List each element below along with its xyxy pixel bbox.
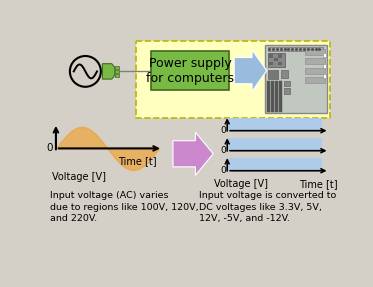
- FancyBboxPatch shape: [115, 70, 119, 73]
- FancyBboxPatch shape: [284, 88, 290, 94]
- FancyBboxPatch shape: [305, 49, 325, 55]
- FancyBboxPatch shape: [115, 74, 119, 77]
- FancyBboxPatch shape: [267, 70, 278, 79]
- Text: Voltage [V]: Voltage [V]: [214, 179, 268, 189]
- FancyBboxPatch shape: [323, 64, 326, 67]
- FancyBboxPatch shape: [278, 62, 282, 65]
- Polygon shape: [173, 132, 213, 175]
- Text: 0: 0: [220, 146, 226, 155]
- Text: Voltage [V]: Voltage [V]: [52, 172, 106, 181]
- Text: Input voltage is converted to
DC voltages like 3.3V, 5V,
12V, -5V, and -12V.: Input voltage is converted to DC voltage…: [198, 191, 336, 223]
- Text: Power supply
for computers: Power supply for computers: [146, 57, 234, 85]
- Polygon shape: [234, 50, 267, 92]
- FancyBboxPatch shape: [227, 158, 322, 171]
- Text: 0: 0: [220, 166, 226, 175]
- FancyBboxPatch shape: [323, 53, 326, 57]
- FancyBboxPatch shape: [265, 45, 327, 113]
- FancyBboxPatch shape: [305, 58, 325, 65]
- FancyBboxPatch shape: [305, 67, 325, 74]
- Polygon shape: [103, 64, 115, 79]
- Text: Time [t]: Time [t]: [298, 179, 337, 189]
- FancyBboxPatch shape: [151, 51, 229, 90]
- FancyBboxPatch shape: [274, 58, 278, 61]
- FancyBboxPatch shape: [269, 55, 273, 57]
- FancyBboxPatch shape: [136, 40, 329, 118]
- FancyBboxPatch shape: [305, 77, 325, 83]
- Text: Input voltage (AC) varies
due to regions like 100V, 120V,
and 220V.: Input voltage (AC) varies due to regions…: [50, 191, 199, 223]
- FancyBboxPatch shape: [227, 138, 322, 151]
- FancyBboxPatch shape: [284, 81, 290, 86]
- Text: 0: 0: [46, 144, 53, 153]
- FancyBboxPatch shape: [323, 75, 326, 78]
- FancyBboxPatch shape: [115, 66, 119, 69]
- FancyBboxPatch shape: [269, 62, 273, 65]
- FancyBboxPatch shape: [280, 70, 288, 77]
- FancyBboxPatch shape: [227, 118, 322, 131]
- FancyBboxPatch shape: [267, 53, 285, 67]
- FancyBboxPatch shape: [278, 55, 282, 57]
- Text: Time [t]: Time [t]: [118, 156, 157, 166]
- Text: 0: 0: [220, 126, 226, 135]
- FancyBboxPatch shape: [267, 47, 323, 51]
